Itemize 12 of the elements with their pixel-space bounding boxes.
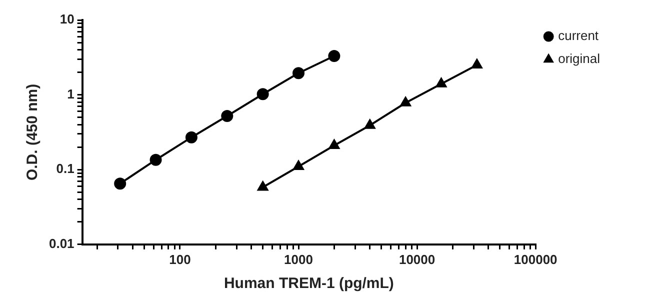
y-tick-label: 1: [67, 86, 74, 102]
y-axis-title: O.D. (450 nm): [24, 84, 42, 181]
y-tick-label: 0.01: [48, 236, 74, 251]
x-tick-label: 10000: [398, 252, 436, 267]
x-tick-label: 100: [169, 252, 191, 267]
legend-label: current: [558, 28, 599, 44]
y-tick-label: 0.1: [56, 161, 74, 176]
y-tick-label: 10: [60, 12, 74, 27]
legend-label: original: [558, 51, 600, 66]
x-tick-label: 1000: [284, 252, 313, 267]
x-tick-label: 100000: [514, 252, 558, 267]
x-axis-title: Human TREM-1 (pg/mL): [224, 275, 394, 292]
